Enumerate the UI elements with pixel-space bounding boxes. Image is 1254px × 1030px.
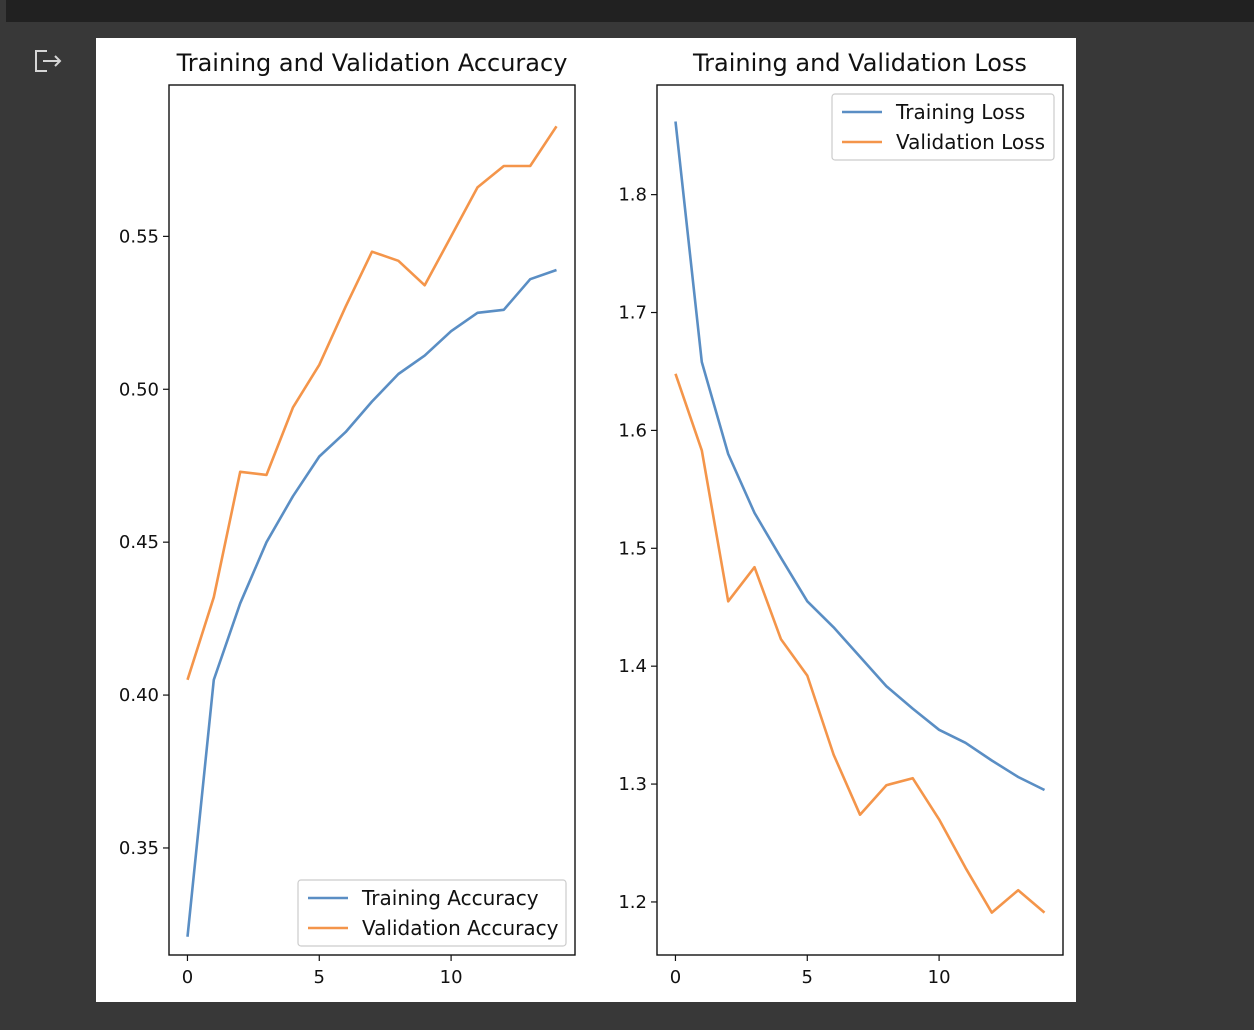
loss-plot-frame <box>656 84 1064 956</box>
accuracy-series-training-line <box>186 268 557 937</box>
top-bar-edge <box>0 0 6 22</box>
loss-y-tick-label: 1.5 <box>618 538 647 559</box>
output-redirect-icon[interactable] <box>33 46 65 74</box>
figure: Training and Validation Accuracy 0 5 10 0.35… <box>96 38 1076 1002</box>
accuracy-chart-title: Training and Validation Accuracy <box>176 49 568 77</box>
loss-y-tick-label: 1.7 <box>618 303 647 324</box>
accuracy-series-validation-line <box>186 125 558 681</box>
top-bar <box>0 0 1254 22</box>
accuracy-legend-label: Validation Accuracy <box>362 916 559 940</box>
loss-x-tick-label: 0 <box>670 967 681 988</box>
accuracy-legend-box <box>297 879 567 947</box>
loss-y-tick-label: 1.3 <box>618 774 647 795</box>
accuracy-x-tick-label: 10 <box>440 967 463 988</box>
loss-series-training-line <box>674 121 1046 792</box>
accuracy-x-tick-label: 0 <box>182 967 193 988</box>
accuracy-y-tick-label: 0.55 <box>119 226 159 247</box>
loss-y-tick-label: 1.4 <box>618 656 647 677</box>
loss-x-tick-label: 10 <box>928 967 951 988</box>
loss-chart-title: Training and Validation Loss <box>692 49 1027 77</box>
accuracy-y-tick-label: 0.45 <box>119 532 159 553</box>
accuracy-y-tick-label: 0.50 <box>119 379 159 400</box>
loss-legend-label: Training Loss <box>895 100 1025 124</box>
accuracy-x-tick-label: 5 <box>314 967 325 988</box>
loss-y-tick-label: 1.6 <box>618 420 647 441</box>
accuracy-y-tick-label: 0.35 <box>119 838 159 859</box>
accuracy-plot-frame <box>168 84 576 956</box>
accuracy-legend-label: Training Accuracy <box>361 886 539 910</box>
loss-series-validation-line <box>674 373 1046 914</box>
loss-legend-label: Validation Loss <box>896 130 1045 154</box>
accuracy-y-tick-label: 0.40 <box>119 685 159 706</box>
loss-y-tick-label: 1.2 <box>618 892 647 913</box>
figure-canvas: Training and Validation Accuracy 0 5 10 0.35… <box>119 49 1064 988</box>
loss-y-tick-label: 1.8 <box>618 185 647 206</box>
loss-x-tick-label: 5 <box>802 967 813 988</box>
loss-legend-box <box>831 93 1055 161</box>
